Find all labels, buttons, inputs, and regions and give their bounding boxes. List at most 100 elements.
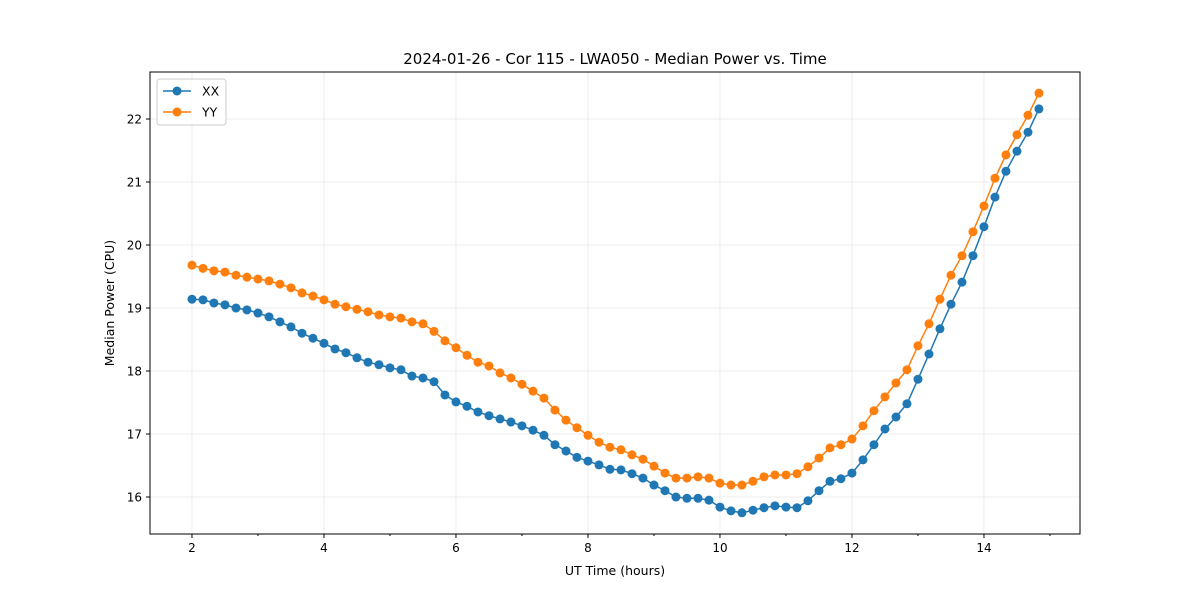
data-point-yy xyxy=(781,470,791,480)
data-point-xx xyxy=(968,251,978,261)
data-point-yy xyxy=(726,480,736,490)
data-point-yy xyxy=(836,440,846,450)
data-point-yy xyxy=(979,201,989,211)
data-point-yy xyxy=(847,434,857,444)
data-point-yy xyxy=(253,274,263,284)
data-point-yy xyxy=(231,270,241,280)
data-point-xx xyxy=(451,397,461,407)
data-point-xx xyxy=(341,348,351,358)
legend: XX YY xyxy=(156,78,227,126)
data-point-xx xyxy=(187,294,197,304)
data-point-xx xyxy=(209,298,219,308)
data-point-xx xyxy=(781,502,791,512)
data-point-xx xyxy=(1034,104,1044,114)
data-point-yy xyxy=(902,365,912,375)
data-point-yy xyxy=(517,379,527,389)
data-point-yy xyxy=(638,454,648,464)
data-point-xx xyxy=(462,401,472,411)
data-point-yy xyxy=(1012,130,1022,140)
data-point-yy xyxy=(715,478,725,488)
data-point-xx xyxy=(869,440,879,450)
data-point-yy xyxy=(396,313,406,323)
data-point-xx xyxy=(836,474,846,484)
data-point-xx xyxy=(935,324,945,334)
data-point-xx xyxy=(275,317,285,327)
data-point-xx xyxy=(297,328,307,338)
data-point-yy xyxy=(1001,150,1011,160)
data-point-xx xyxy=(748,505,758,515)
x-tick-label: 14 xyxy=(976,541,991,555)
data-point-xx xyxy=(506,417,516,427)
data-point-yy xyxy=(572,423,582,433)
series-xx xyxy=(187,104,1044,518)
x-tick-label: 12 xyxy=(844,541,859,555)
y-tick-label: 16 xyxy=(127,491,142,505)
data-point-yy xyxy=(550,405,560,415)
data-point-yy xyxy=(748,476,758,486)
data-point-xx xyxy=(649,480,659,490)
data-point-yy xyxy=(704,473,714,483)
data-point-xx xyxy=(880,424,890,434)
data-point-yy xyxy=(341,302,351,312)
y-tick-label: 17 xyxy=(127,428,142,442)
data-point-yy xyxy=(528,386,538,396)
x-tick-label: 10 xyxy=(712,541,727,555)
data-point-yy xyxy=(418,319,428,329)
data-point-xx xyxy=(825,476,835,486)
data-point-yy xyxy=(935,294,945,304)
data-point-yy xyxy=(671,473,681,483)
data-point-yy xyxy=(473,357,483,367)
data-point-xx xyxy=(396,365,406,375)
legend-marker xyxy=(172,107,182,117)
data-point-yy xyxy=(616,445,626,455)
data-point-yy xyxy=(594,437,604,447)
y-tick-label: 21 xyxy=(127,176,142,190)
data-point-yy xyxy=(660,468,670,478)
data-point-yy xyxy=(462,350,472,360)
data-point-yy xyxy=(770,470,780,480)
data-point-yy xyxy=(429,326,439,336)
data-point-yy xyxy=(1034,88,1044,98)
data-point-xx xyxy=(671,492,681,502)
data-point-yy xyxy=(814,453,824,463)
data-point-xx xyxy=(286,322,296,332)
data-point-yy xyxy=(759,472,769,482)
data-point-xx xyxy=(539,430,549,440)
y-tick-label: 22 xyxy=(127,113,142,127)
data-point-xx xyxy=(374,360,384,370)
data-point-xx xyxy=(385,363,395,373)
data-point-xx xyxy=(770,501,780,511)
data-point-xx xyxy=(253,308,263,318)
data-point-xx xyxy=(242,305,252,315)
data-point-xx xyxy=(429,377,439,387)
series-layer xyxy=(187,88,1044,518)
data-point-xx xyxy=(352,353,362,363)
data-point-xx xyxy=(198,295,208,305)
data-point-xx xyxy=(550,440,560,450)
data-point-xx xyxy=(418,373,428,383)
data-point-xx xyxy=(407,371,417,381)
data-point-yy xyxy=(880,392,890,402)
data-point-xx xyxy=(308,333,318,343)
data-point-xx xyxy=(693,493,703,503)
data-point-xx xyxy=(726,506,736,516)
y-tick-label: 20 xyxy=(127,239,142,253)
data-point-yy xyxy=(539,393,549,403)
data-point-yy xyxy=(330,299,340,309)
data-point-yy xyxy=(803,462,813,472)
data-point-yy xyxy=(187,260,197,270)
data-point-xx xyxy=(814,486,824,496)
x-axis-label: UT Time (hours) xyxy=(565,563,665,578)
data-point-xx xyxy=(264,312,274,322)
data-point-yy xyxy=(858,421,868,431)
data-point-yy xyxy=(484,361,494,371)
data-point-yy xyxy=(264,276,274,286)
data-point-xx xyxy=(605,464,615,474)
chart-title: 2024-01-26 - Cor 115 - LWA050 - Median P… xyxy=(403,50,827,68)
data-point-xx xyxy=(704,495,714,505)
data-point-xx xyxy=(473,407,483,417)
data-point-xx xyxy=(858,455,868,465)
y-tick-label: 19 xyxy=(127,302,142,316)
data-point-xx xyxy=(594,460,604,470)
